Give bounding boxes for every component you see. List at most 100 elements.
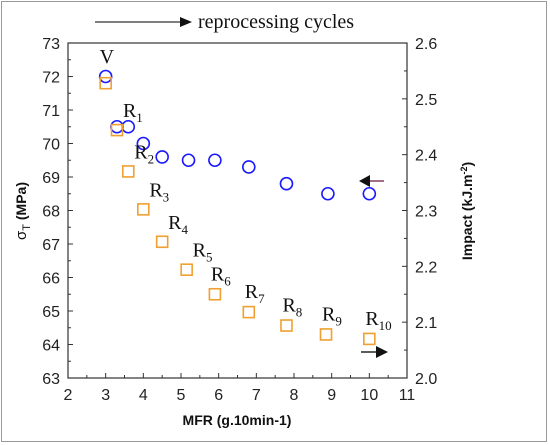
y-right-label-sup: -2 bbox=[459, 167, 469, 175]
impact-point bbox=[280, 319, 293, 332]
y-left-tick-label: 64 bbox=[42, 338, 60, 355]
tensile-strength-point bbox=[121, 119, 136, 134]
series-impact bbox=[99, 76, 376, 346]
point-label-letter: V bbox=[100, 46, 115, 68]
point-label-letter: R bbox=[193, 240, 207, 262]
impact-point bbox=[242, 305, 256, 319]
y-right-label-main: Impact (kJ.m bbox=[459, 175, 475, 261]
top-annotation-arrowhead bbox=[180, 17, 192, 27]
x-tick-label: 2 bbox=[64, 387, 73, 404]
impact-point bbox=[155, 235, 169, 249]
tensile-strength-point bbox=[155, 150, 169, 164]
point-label-letter: R bbox=[365, 308, 379, 330]
point-label-letter: R bbox=[282, 295, 296, 317]
point-label-letter: R bbox=[245, 281, 259, 303]
y-left-label-symbol: σ bbox=[13, 230, 30, 240]
point-label-subscript: 7 bbox=[258, 291, 265, 306]
point-label-subscript: 9 bbox=[335, 313, 342, 328]
plot-area bbox=[67, 42, 408, 379]
impact-point bbox=[99, 76, 112, 90]
y-left-label-unit: (MPa) bbox=[13, 182, 29, 224]
point-label-subscript: 8 bbox=[296, 305, 303, 320]
y-right-tick-label: 2.1 bbox=[415, 315, 437, 332]
point-label: R4 bbox=[168, 212, 188, 237]
y-axis-right-label: Impact (kJ.m-2) bbox=[459, 162, 475, 260]
y-right-tick-label: 2.6 bbox=[415, 36, 437, 53]
point-label-letter: R bbox=[211, 263, 225, 285]
impact-point bbox=[208, 287, 222, 301]
impact-point bbox=[363, 332, 376, 346]
tensile-strength-point bbox=[362, 186, 377, 201]
impact-point bbox=[137, 203, 150, 216]
tensile-strength-point bbox=[110, 119, 124, 134]
y-left-tick-label: 72 bbox=[42, 70, 60, 87]
x-tick-label: 6 bbox=[214, 387, 223, 404]
impact-point bbox=[180, 263, 193, 276]
tensile-strength-point bbox=[321, 186, 335, 201]
y-left-tick-label: 66 bbox=[42, 271, 60, 288]
left-arrow-head bbox=[359, 175, 370, 187]
x-axis-label: MFR (g.10min-1) bbox=[183, 412, 292, 428]
x-axis: 2 3 4 5 6 7 8 9 10 11 bbox=[64, 373, 416, 404]
point-label-letter: R bbox=[322, 303, 336, 325]
point-label-subscript: 4 bbox=[182, 222, 189, 237]
x-tick-label: 10 bbox=[360, 387, 378, 404]
top-annotation: reprocessing cycles bbox=[95, 11, 354, 33]
right-series-arrow bbox=[361, 346, 388, 358]
x-tick-label: 3 bbox=[101, 387, 110, 404]
y-right-tick-label: 2.3 bbox=[415, 204, 437, 221]
y-left-tick-label: 73 bbox=[42, 36, 60, 53]
y-left-tick-label: 63 bbox=[42, 371, 60, 388]
y-axis-right: 2.0 2.1 2.2 2.3 2.4 2.5 2.6 bbox=[402, 36, 437, 388]
x-tick-label: 11 bbox=[399, 387, 416, 404]
point-label: R10 bbox=[365, 308, 391, 333]
tensile-strength-point bbox=[279, 176, 294, 191]
point-label-subscript: 1 bbox=[136, 110, 143, 125]
point-label-subscript: 6 bbox=[224, 273, 231, 288]
point-label: R1 bbox=[123, 100, 143, 125]
series-tensile-strength bbox=[98, 69, 377, 201]
impact-point bbox=[121, 165, 135, 178]
point-label-subscript: 3 bbox=[163, 189, 170, 204]
tensile-strength-point bbox=[98, 69, 113, 84]
point-label-subscript: 10 bbox=[379, 318, 392, 333]
point-label: V bbox=[100, 46, 115, 68]
y-right-tick-label: 2.2 bbox=[415, 259, 437, 276]
x-tick-label: 4 bbox=[139, 387, 148, 404]
x-tick-label: 5 bbox=[177, 387, 186, 404]
y-right-label-end: ) bbox=[459, 162, 475, 167]
impact-point bbox=[319, 328, 333, 341]
y-left-tick-label: 68 bbox=[42, 204, 60, 221]
y-left-tick-label: 69 bbox=[42, 170, 60, 187]
y-left-tick-label: 71 bbox=[42, 103, 60, 120]
point-label: R9 bbox=[322, 303, 342, 328]
point-label: R3 bbox=[149, 179, 169, 204]
x-tick-label: 8 bbox=[290, 387, 299, 404]
top-annotation-text: reprocessing cycles bbox=[198, 11, 354, 33]
left-series-arrow bbox=[359, 175, 384, 187]
right-arrow-head bbox=[376, 346, 388, 358]
x-tick-label: 9 bbox=[327, 387, 336, 404]
point-label-letter: R bbox=[168, 212, 182, 234]
tensile-strength-point bbox=[242, 160, 256, 174]
impact-point bbox=[110, 123, 124, 137]
tensile-strength-point bbox=[181, 153, 196, 168]
y-right-tick-label: 2.0 bbox=[415, 371, 437, 388]
point-label-letter: R bbox=[134, 141, 148, 163]
y-left-tick-label: 65 bbox=[42, 304, 60, 321]
point-label: R7 bbox=[245, 281, 265, 306]
point-label: R8 bbox=[282, 295, 302, 320]
point-label-subscript: 2 bbox=[148, 151, 155, 166]
tensile-strength-point bbox=[208, 153, 222, 168]
point-label-subscript: 5 bbox=[206, 250, 213, 265]
x-tick-label: 7 bbox=[252, 387, 261, 404]
tensile-strength-point bbox=[136, 136, 151, 151]
y-axis-left: 63 64 65 66 67 68 69 70 71 72 73 bbox=[42, 36, 73, 388]
y-left-label-sub: T bbox=[21, 224, 33, 231]
point-label-letter: R bbox=[123, 100, 137, 122]
point-label: R2 bbox=[134, 141, 154, 166]
point-label: R6 bbox=[211, 263, 231, 288]
